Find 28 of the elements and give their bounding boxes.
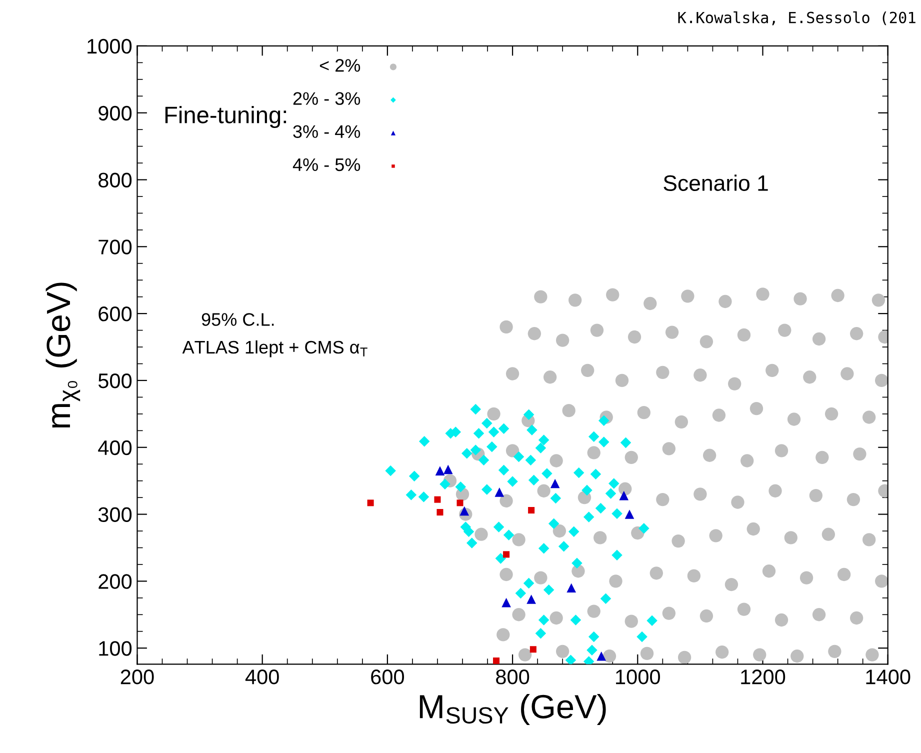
annotation: ATLAS 1lept + CMS α$_{T}$ bbox=[182, 340, 368, 358]
legend-label: < 2% bbox=[320, 59, 360, 72]
y-tick-label: 800 bbox=[98, 172, 132, 188]
x-tick-label: 800 bbox=[496, 670, 530, 684]
legend-label: 4% - 5% bbox=[292, 158, 360, 172]
legend-label: 3% - 4% bbox=[293, 125, 360, 138]
x-tick-label: 1000 bbox=[616, 670, 660, 684]
annotation: Scenario 1 bbox=[664, 174, 768, 191]
y-tick-label: 600 bbox=[98, 306, 132, 322]
x-tick-label: 400 bbox=[245, 670, 279, 684]
annotation: 95% C.L. bbox=[202, 313, 274, 326]
x-axis-title: M$_{SUSY}$ (GeV) bbox=[420, 694, 606, 726]
y-axis-title: m$_{χ₀}$ (GeV) bbox=[46, 282, 80, 428]
y-tick-label: 900 bbox=[98, 106, 132, 121]
text: K.Kowalska, E.Sessolo (201 bbox=[678, 11, 916, 26]
legend-title: Fine-tuning: bbox=[165, 106, 286, 128]
y-tick-label: 1000 bbox=[88, 38, 132, 54]
y-tick-label: 500 bbox=[98, 373, 132, 388]
x-tick-label: 200 bbox=[120, 670, 154, 684]
x-tick-label: 1400 bbox=[866, 670, 910, 684]
y-tick-label: 300 bbox=[98, 507, 132, 522]
y-tick-label: 700 bbox=[98, 240, 132, 254]
y-tick-label: 100 bbox=[99, 641, 132, 656]
y-tick-label: 400 bbox=[98, 440, 132, 456]
y-tick-label: 200 bbox=[98, 574, 132, 589]
x-tick-label: 1200 bbox=[741, 670, 786, 684]
legend-label: 2% - 3% bbox=[293, 92, 360, 105]
x-tick-label: 600 bbox=[371, 670, 404, 684]
